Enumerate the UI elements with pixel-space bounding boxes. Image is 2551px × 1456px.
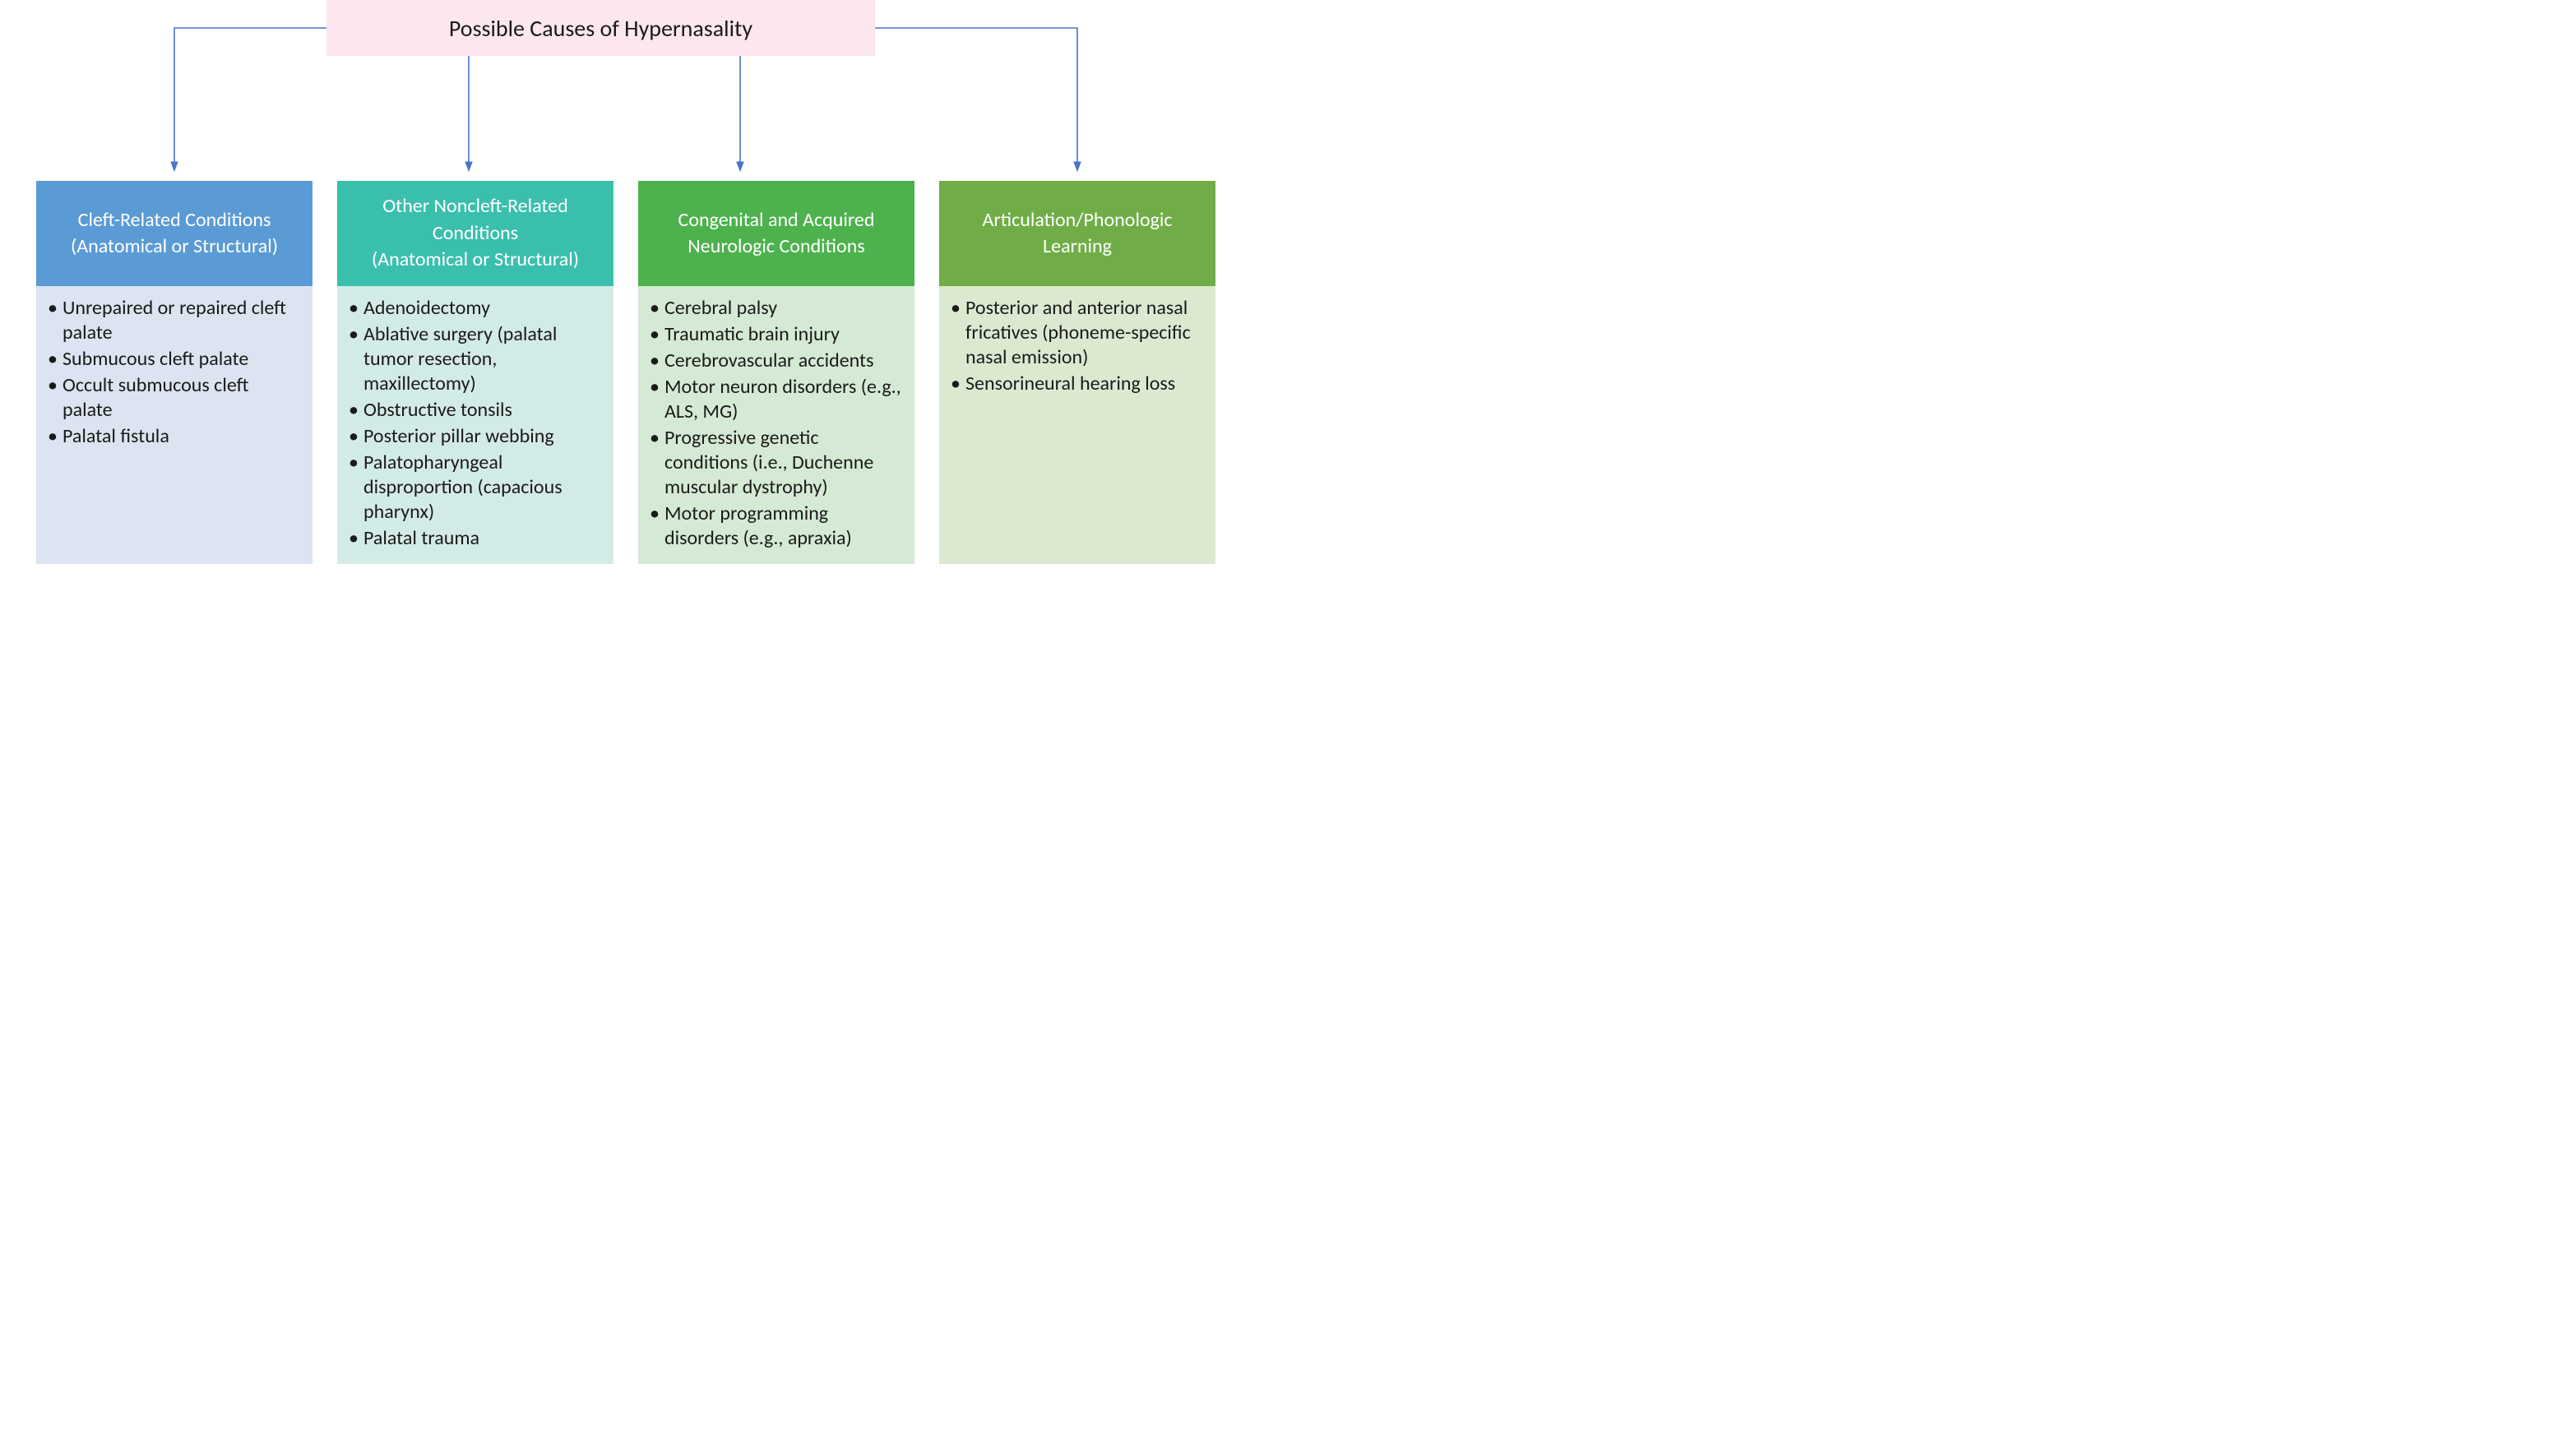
category-header-line: Cleft-Related Conditions <box>78 207 271 233</box>
category-body: Posterior and anterior nasal fricatives … <box>939 286 1215 564</box>
list-item: Palatal fistula <box>46 424 303 449</box>
category-body: AdenoidectomyAblative surgery (palatal t… <box>337 286 613 564</box>
list-item: Progressive genetic conditions (i.e., Du… <box>648 426 905 500</box>
list-item: Cerebral palsy <box>648 296 905 321</box>
list-item: Submucous cleft palate <box>46 347 303 372</box>
list-item: Occult submucous cleft palate <box>46 373 303 423</box>
category-header-line: (Anatomical or Structural) <box>372 247 579 273</box>
diagram-title-box: Possible Causes of Hypernasality <box>326 0 875 56</box>
category-header-line: (Anatomical or Structural) <box>71 233 278 260</box>
category-header: Congenital and Acquired Neurologic Condi… <box>638 181 914 286</box>
category-list: Cerebral palsyTraumatic brain injuryCere… <box>648 296 905 551</box>
list-item: Motor programming disorders (e.g., aprax… <box>648 502 905 551</box>
category-body: Cerebral palsyTraumatic brain injuryCere… <box>638 286 914 564</box>
connector-arrow <box>174 28 326 169</box>
category-list: Posterior and anterior nasal fricatives … <box>949 296 1206 396</box>
connector-arrow <box>875 28 1077 169</box>
list-item: Palatal trauma <box>347 526 604 551</box>
list-item: Posterior and anterior nasal fricatives … <box>949 296 1206 370</box>
list-item: Adenoidectomy <box>347 296 604 321</box>
category-column: Cleft-Related Conditions(Anatomical or S… <box>36 181 313 564</box>
category-header: Other Noncleft-Related Conditions(Anatom… <box>337 181 613 286</box>
columns-container: Cleft-Related Conditions(Anatomical or S… <box>36 181 1215 564</box>
list-item: Posterior pillar webbing <box>347 424 604 449</box>
category-header-line: Congenital and Acquired Neurologic Condi… <box>650 207 903 261</box>
category-header: Articulation/Phonologic Learning <box>939 181 1215 286</box>
category-header: Cleft-Related Conditions(Anatomical or S… <box>36 181 313 286</box>
list-item: Sensorineural hearing loss <box>949 372 1206 396</box>
list-item: Motor neuron disorders (e.g., ALS, MG) <box>648 375 905 424</box>
list-item: Palatopharyngeal disproportion (capaciou… <box>347 451 604 525</box>
list-item: Unrepaired or repaired cleft palate <box>46 296 303 345</box>
category-column: Congenital and Acquired Neurologic Condi… <box>638 181 914 564</box>
category-body: Unrepaired or repaired cleft palateSubmu… <box>36 286 313 564</box>
category-list: AdenoidectomyAblative surgery (palatal t… <box>347 296 604 551</box>
diagram-title-text: Possible Causes of Hypernasality <box>449 14 752 43</box>
list-item: Ablative surgery (palatal tumor resectio… <box>347 322 604 396</box>
list-item: Traumatic brain injury <box>648 322 905 347</box>
list-item: Obstructive tonsils <box>347 398 604 423</box>
category-header-line: Other Noncleft-Related Conditions <box>349 193 602 247</box>
list-item: Cerebrovascular accidents <box>648 349 905 373</box>
category-list: Unrepaired or repaired cleft palateSubmu… <box>46 296 303 449</box>
category-header-line: Articulation/Phonologic Learning <box>951 207 1204 261</box>
category-column: Other Noncleft-Related Conditions(Anatom… <box>337 181 613 564</box>
category-column: Articulation/Phonologic Learning Posterio… <box>939 181 1215 564</box>
